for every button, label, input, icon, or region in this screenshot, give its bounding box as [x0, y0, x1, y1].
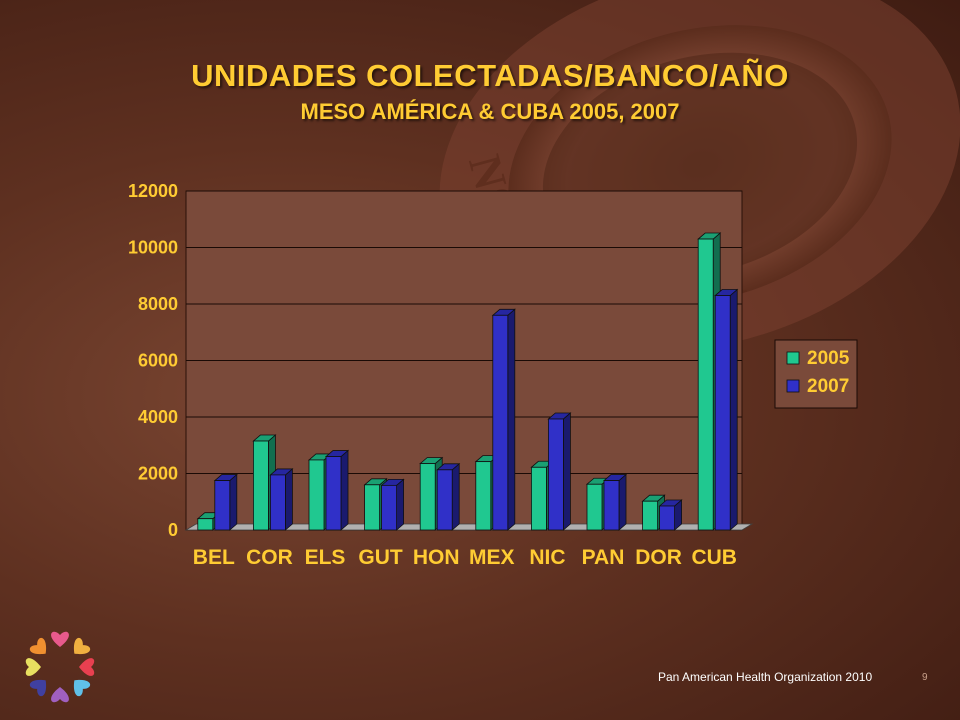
x-tick-label: COR [246, 546, 293, 569]
x-tick-label: HON [413, 546, 460, 569]
bar-nic-2007 [547, 412, 572, 531]
x-tick-label: BEL [193, 546, 235, 569]
x-tick-label: GUT [358, 546, 403, 569]
x-tick-label: PAN [582, 546, 625, 569]
slide-title: UNIDADES COLECTADAS/BANCO/AÑO [191, 58, 789, 93]
y-tick-label: 4000 [138, 407, 178, 427]
legend-box [774, 339, 858, 409]
slide-subtitle: MESO AMÉRICA & CUBA 2005, 2007 [300, 99, 680, 124]
bar-cor-2007 [269, 468, 294, 531]
x-tick-label: DOR [635, 546, 682, 569]
bar-pan-2007 [602, 473, 628, 531]
slide-number: 9 [922, 672, 928, 683]
x-tick-label: NIC [529, 546, 565, 569]
y-tick-label: 0 [168, 520, 178, 540]
legend-label-2005: 2005 [807, 348, 850, 369]
bar-dor-2007 [658, 499, 683, 531]
y-tick-label: 12000 [128, 181, 178, 201]
legend-swatch-2005 [786, 351, 800, 365]
y-tick-label: 10000 [128, 238, 178, 258]
x-tick-label: MEX [469, 546, 515, 569]
bar-mex-2007 [491, 308, 516, 531]
x-tick-label: ELS [305, 546, 346, 569]
legend-label-2007: 2007 [807, 376, 849, 397]
y-tick-label: 6000 [138, 351, 178, 371]
bar-bel-2007 [213, 473, 238, 531]
bar-els-2007 [324, 449, 350, 531]
y-tick-label: 8000 [138, 294, 178, 314]
hearts-circle-icon [25, 631, 95, 703]
x-tick-label: CUB [691, 546, 737, 569]
footer-text: Pan American Health Organization 2010 [658, 670, 873, 684]
y-tick-label: 2000 [138, 464, 178, 484]
bar-cub-2007 [714, 288, 739, 531]
bar-gut-2007 [380, 478, 405, 531]
bar-hon-2007 [436, 462, 461, 531]
legend-swatch-2007 [786, 379, 800, 393]
